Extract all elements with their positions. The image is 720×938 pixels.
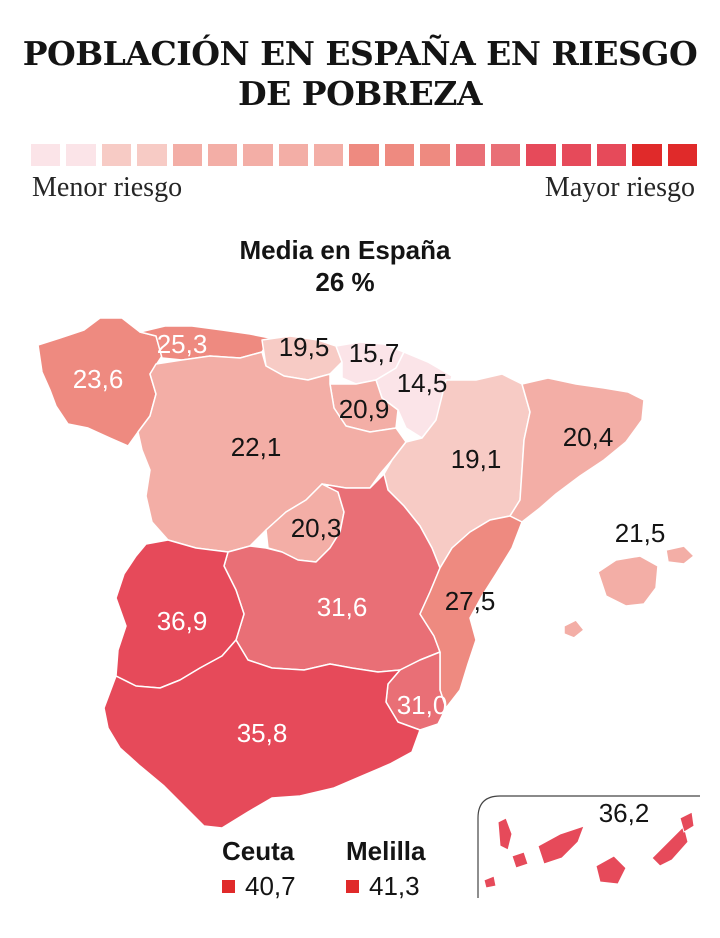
legend-swatch <box>455 144 485 166</box>
label-andalucia: 35,8 <box>237 718 288 748</box>
legend-swatch <box>667 144 698 166</box>
legend-swatch <box>314 144 344 166</box>
melilla-swatch <box>346 880 359 893</box>
map-title: POBLACIÓN EN ESPAÑA EN RIESGO DE POBREZA <box>0 34 720 114</box>
national-average: Media en España 26 % <box>200 234 490 298</box>
legend-swatch <box>597 144 627 166</box>
legend-swatch <box>349 144 379 166</box>
region-baleares-mallorca <box>597 555 659 607</box>
melilla-value: 41,3 <box>369 871 420 901</box>
label-la-rioja: 20,9 <box>339 394 390 424</box>
ceuta-value: 40,7 <box>245 871 296 901</box>
canarias-inset-frame <box>477 795 700 898</box>
label-murcia: 31,0 <box>397 690 448 720</box>
label-madrid: 20,3 <box>291 513 342 543</box>
legend-swatch <box>66 144 96 166</box>
region-andalucia <box>103 639 421 829</box>
region-canarias-gomera <box>511 851 529 869</box>
legend-high-label: Mayor riesgo <box>544 172 695 203</box>
title-line-1: POBLACIÓN EN ESPAÑA EN RIESGO <box>22 34 698 73</box>
region-canarias-fuerteventura <box>651 825 689 867</box>
average-label: Media en España <box>239 235 451 265</box>
legend-swatch <box>278 144 308 166</box>
legend-swatch <box>490 144 521 166</box>
legend-swatch <box>561 144 591 166</box>
ceuta-box: Ceuta 40,7 <box>222 836 296 902</box>
label-pais-vasco: 15,7 <box>349 338 400 368</box>
label-extremadura: 36,9 <box>157 606 208 636</box>
ceuta-swatch <box>222 880 235 893</box>
legend-swatch <box>243 144 273 166</box>
title-line-2: DE POBREZA <box>238 74 482 113</box>
region-comunidad-valenciana <box>419 515 523 709</box>
region-canarias-hierro <box>483 875 497 889</box>
melilla-box: Melilla 41,3 <box>346 836 425 902</box>
label-asturias: 25,3 <box>157 329 208 359</box>
legend-swatch <box>207 144 238 166</box>
region-baleares-ibiza <box>563 619 585 639</box>
average-value: 26 % <box>315 267 375 297</box>
region-canarias-gran-canaria <box>595 855 627 885</box>
label-castilla-y-leon: 22,1 <box>231 432 282 462</box>
label-aragon: 19,1 <box>451 444 502 474</box>
legend-low-label: Menor riesgo <box>32 172 183 203</box>
label-cataluna: 20,4 <box>563 422 614 452</box>
legend-swatch <box>101 144 132 166</box>
legend-swatch <box>420 144 450 166</box>
legend-swatch <box>632 144 662 166</box>
legend-swatch <box>526 144 556 166</box>
color-scale-legend <box>31 144 698 166</box>
region-canarias-la-palma <box>497 817 513 851</box>
label-castilla-la-mancha: 31,6 <box>317 592 368 622</box>
label-comunidad-valenciana: 27,5 <box>445 586 496 616</box>
label-canarias: 36,2 <box>599 798 650 828</box>
region-canarias-tenerife <box>537 825 585 865</box>
label-baleares: 21,5 <box>615 518 666 548</box>
legend-swatch <box>31 144 61 166</box>
label-cantabria: 19,5 <box>279 332 330 362</box>
region-navarra <box>375 351 453 439</box>
ceuta-name: Ceuta <box>222 836 295 866</box>
region-cataluna <box>509 377 645 523</box>
melilla-name: Melilla <box>346 836 426 866</box>
region-baleares-menorca <box>665 545 695 565</box>
region-canarias-lanzarote <box>679 811 695 833</box>
legend-swatch <box>384 144 415 166</box>
label-navarra: 14,5 <box>397 368 448 398</box>
legend-swatch <box>172 144 202 166</box>
legend-swatch <box>137 144 167 166</box>
label-galicia: 23,6 <box>73 364 124 394</box>
